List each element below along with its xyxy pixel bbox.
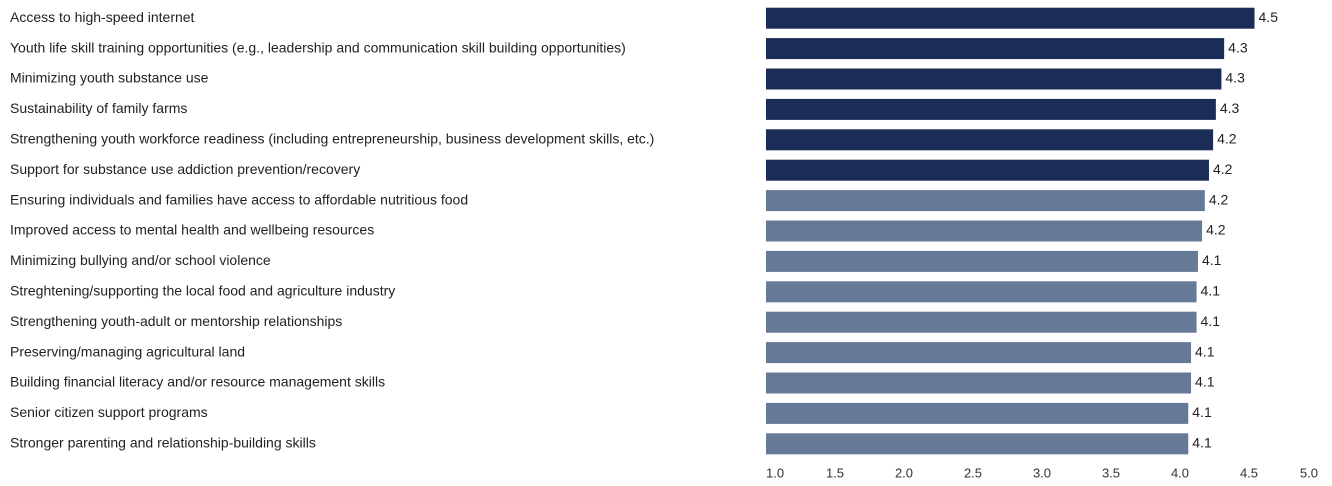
bar	[766, 159, 1209, 181]
y-tick-label: Access to high-speed internet	[10, 9, 195, 25]
bar	[766, 68, 1222, 90]
bar	[766, 190, 1205, 212]
y-tick-label: Building financial literacy and/or resou…	[10, 374, 385, 390]
data-label: 4.1	[1201, 283, 1221, 299]
y-tick-label: Ensuring individuals and families have a…	[10, 191, 468, 207]
x-tick-label: 1.5	[826, 465, 844, 480]
data-label: 4.1	[1202, 252, 1222, 268]
x-tick-label: 4.5	[1240, 465, 1258, 480]
bar	[766, 129, 1214, 151]
bar	[766, 342, 1192, 364]
data-label: 4.5	[1259, 9, 1279, 25]
data-label: 4.1	[1201, 313, 1221, 329]
bar	[766, 38, 1225, 60]
y-tick-label: Strengthening youth workforce readiness …	[10, 131, 654, 147]
data-label: 4.3	[1228, 39, 1248, 55]
data-label: 4.1	[1192, 404, 1212, 420]
data-label: 4.3	[1225, 70, 1245, 86]
x-tick-label: 4.0	[1171, 465, 1189, 480]
data-label: 4.1	[1195, 374, 1215, 390]
x-tick-label: 2.0	[895, 465, 913, 480]
x-tick-label: 3.5	[1102, 465, 1120, 480]
data-label: 4.2	[1213, 161, 1233, 177]
y-tick-label: Senior citizen support programs	[10, 404, 208, 420]
y-tick-label: Minimizing bullying and/or school violen…	[10, 252, 271, 268]
x-tick-label: 3.0	[1033, 465, 1051, 480]
y-tick-label: Stronger parenting and relationship-buil…	[10, 435, 316, 451]
data-label: 4.2	[1209, 191, 1229, 207]
data-label: 4.2	[1217, 131, 1237, 147]
bar	[766, 281, 1197, 303]
data-label: 4.3	[1220, 100, 1240, 116]
bar	[766, 250, 1198, 272]
x-tick-label: 1.0	[766, 465, 784, 480]
y-tick-label: Improved access to mental health and wel…	[10, 222, 374, 238]
x-tick-label: 2.5	[964, 465, 982, 480]
bar	[766, 402, 1189, 424]
data-label: 4.1	[1192, 435, 1212, 451]
y-tick-label: Youth life skill training opportunities …	[10, 39, 626, 55]
x-tick-label: 5.0	[1300, 465, 1318, 480]
y-tick-label: Support for substance use addiction prev…	[10, 161, 360, 177]
y-tick-label: Sustainability of family farms	[10, 100, 187, 116]
data-label: 4.1	[1195, 343, 1215, 359]
bar	[766, 372, 1192, 394]
bar	[766, 311, 1197, 333]
bar	[766, 220, 1203, 242]
data-label: 4.2	[1206, 222, 1226, 238]
bar	[766, 98, 1216, 120]
bar	[766, 433, 1189, 455]
y-tick-label: Strengthening youth-adult or mentorship …	[10, 313, 342, 329]
y-tick-label: Preserving/managing agricultural land	[10, 343, 245, 359]
bar	[766, 7, 1255, 29]
y-tick-label: Minimizing youth substance use	[10, 70, 209, 86]
y-tick-label: Streghtening/supporting the local food a…	[10, 283, 395, 299]
